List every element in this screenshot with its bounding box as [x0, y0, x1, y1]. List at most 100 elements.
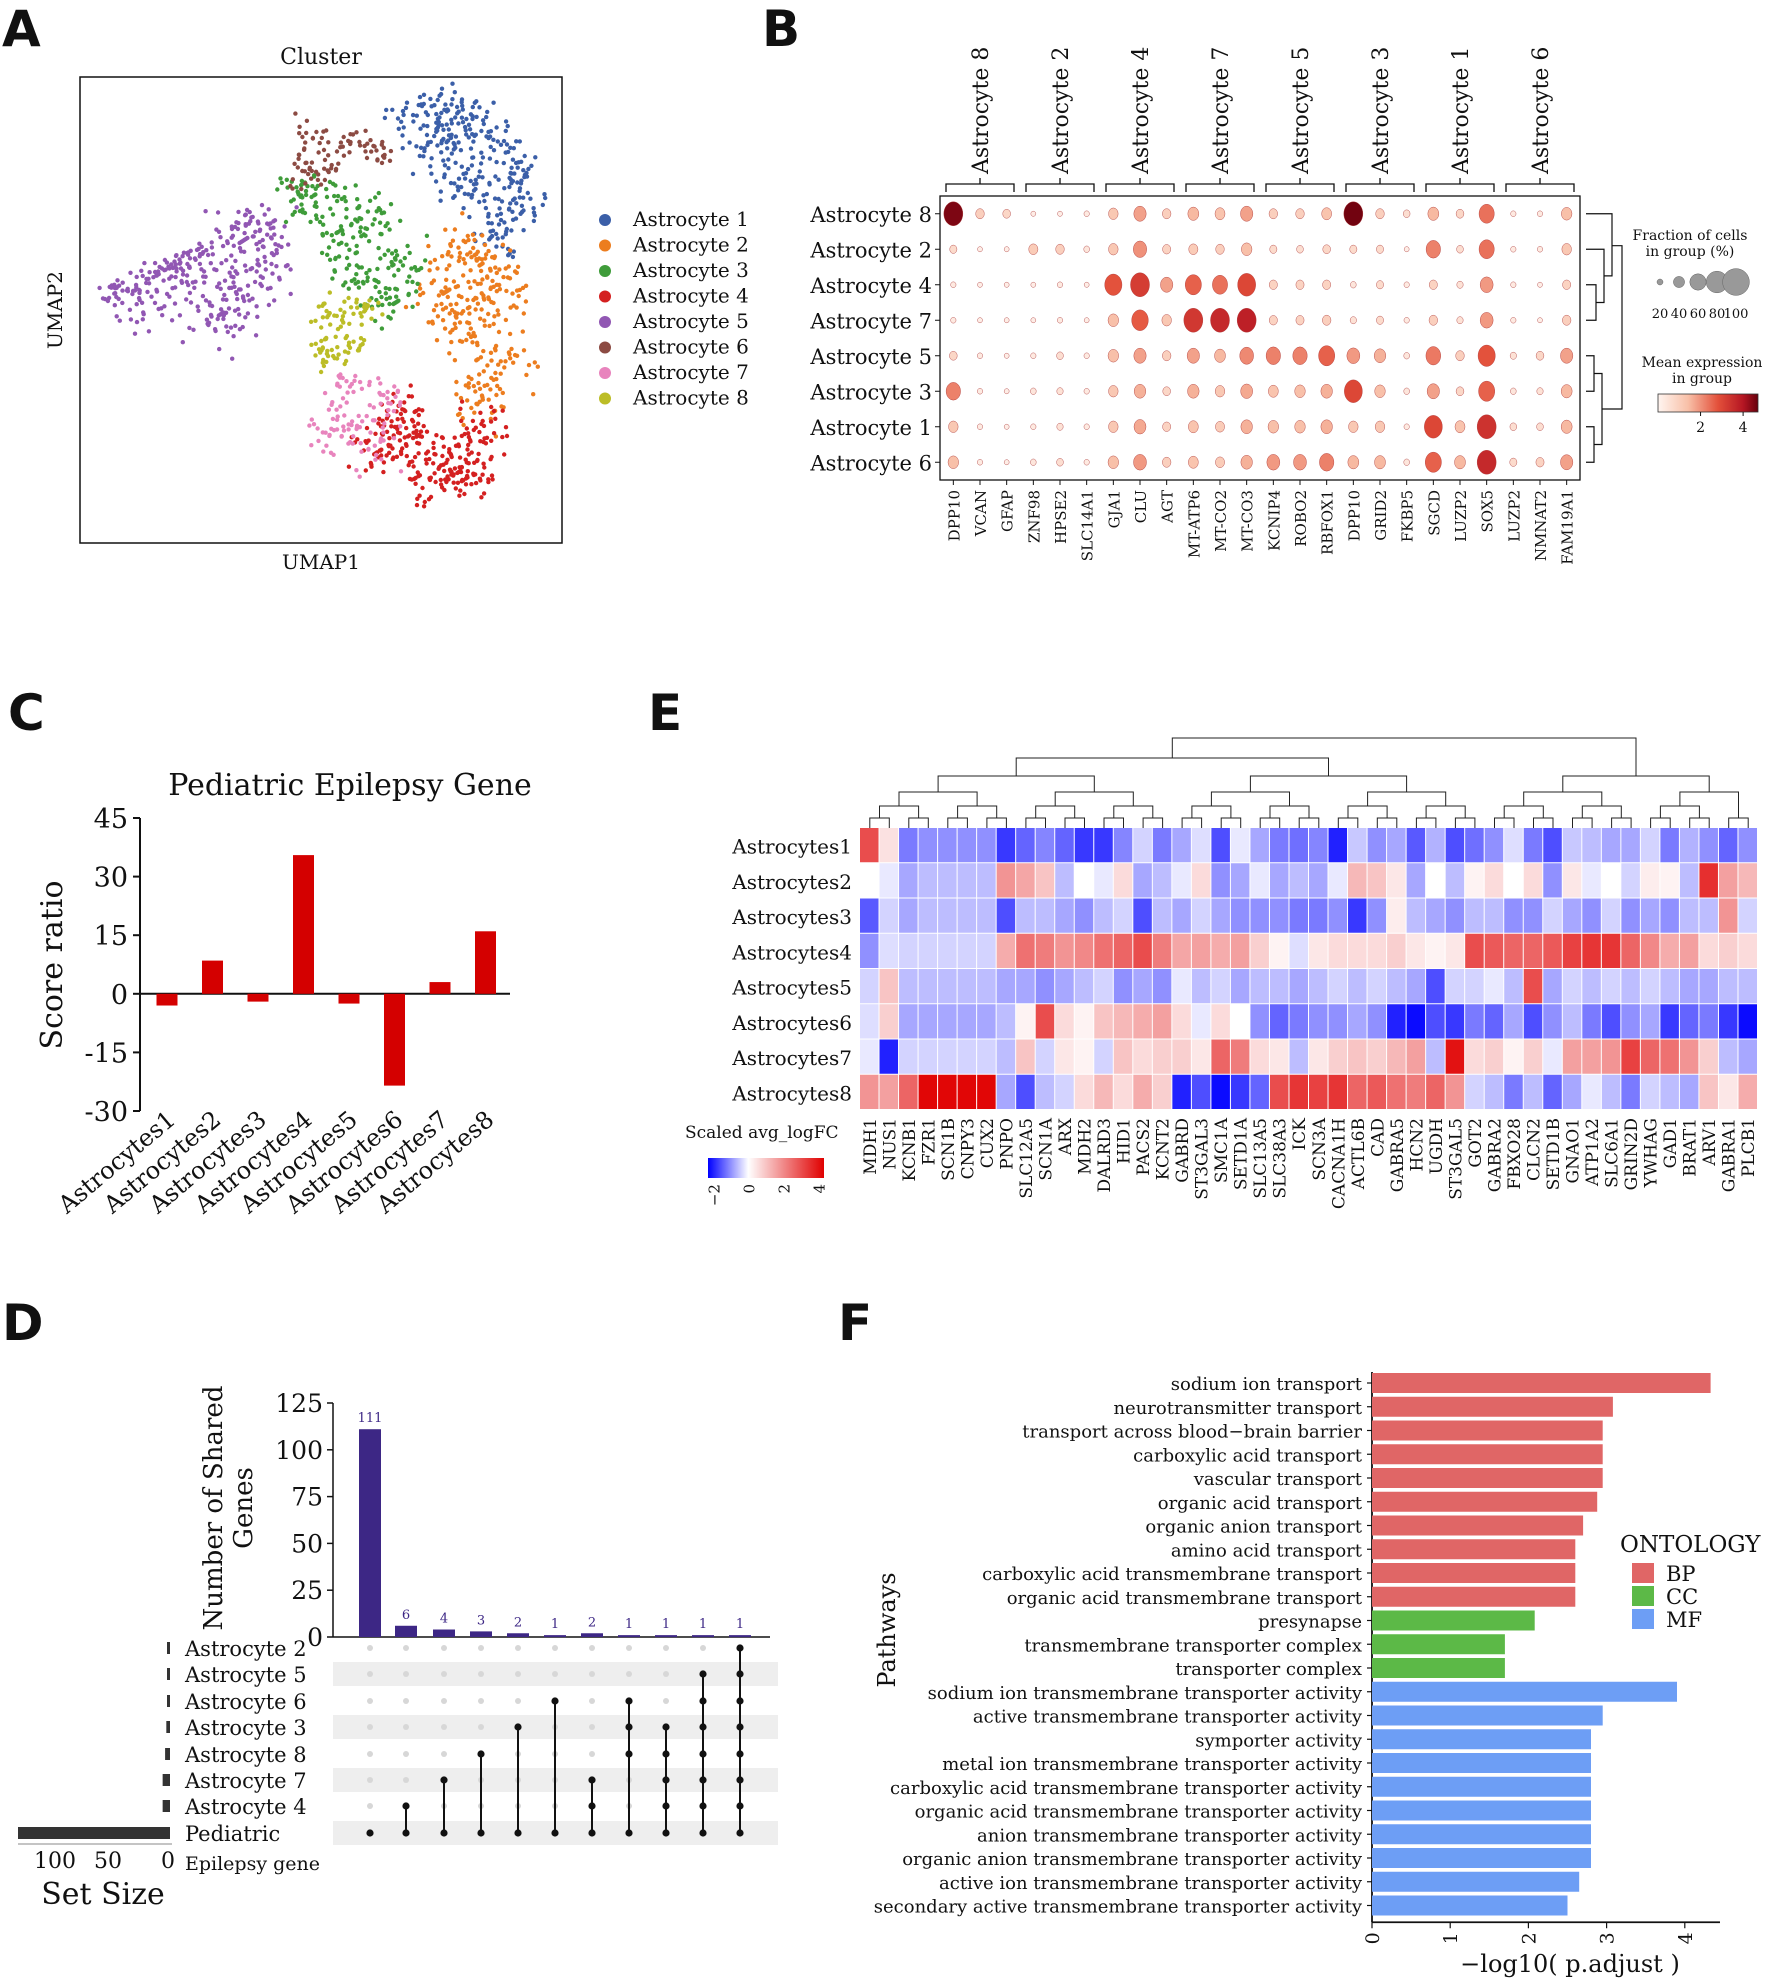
umap-point-1	[521, 208, 526, 213]
umap-point-4	[491, 431, 497, 436]
heatmap-cell	[1309, 898, 1328, 933]
dotplot-dot	[1478, 239, 1495, 259]
umap-point-2	[488, 350, 494, 355]
heatmap-cell	[1309, 828, 1328, 863]
umap-point-1	[400, 146, 405, 151]
dotplot-dot	[1478, 380, 1495, 402]
umap-point-4	[481, 461, 486, 466]
dotplot-dot	[1537, 246, 1543, 253]
upset-bar	[544, 1635, 566, 1638]
umap-point-1	[428, 96, 433, 102]
umap-point-2	[500, 242, 506, 247]
umap-point-3	[299, 193, 304, 198]
umap-point-3	[319, 250, 325, 256]
heatmap-cell	[918, 1004, 938, 1039]
panel-e-heatmap: Astrocytes1Astrocytes2Astrocytes3Astrocy…	[685, 737, 1759, 1209]
heatmap-cell	[1328, 1039, 1348, 1074]
umap-point-3	[308, 219, 313, 225]
umap-point-3	[423, 258, 428, 263]
umap-point-4	[421, 504, 427, 509]
umap-point-5	[115, 278, 120, 283]
dotplot-group-bracket	[1345, 183, 1415, 192]
umap-point-4	[462, 431, 467, 437]
umap-point-5	[172, 301, 178, 306]
pathway-xlabel: −log10( p.adjust )	[1460, 1950, 1680, 1978]
umap-point-5	[279, 234, 284, 240]
dotplot-dot	[1107, 455, 1119, 469]
heatmap-cell	[1562, 969, 1582, 1004]
size-legend-dot	[1673, 276, 1685, 288]
heatmap-col-label: KCNB1	[900, 1118, 920, 1181]
umap-point-4	[490, 477, 495, 482]
barc-bar	[475, 931, 496, 994]
dotplot-dot	[1003, 281, 1010, 288]
dotplot-dot	[1510, 387, 1517, 395]
dotplot-group-label: Astrocyte 2	[1049, 47, 1074, 175]
umap-point-6	[303, 140, 308, 145]
umap-point-1	[421, 92, 427, 98]
umap-point-7	[316, 438, 321, 444]
umap-point-1	[507, 251, 512, 256]
umap-point-4	[482, 436, 487, 441]
dotplot-dot	[1267, 420, 1279, 434]
umap-point-2	[449, 254, 454, 259]
umap-point-5	[203, 298, 209, 303]
umap-point-1	[505, 123, 510, 129]
dotplot-gene-label: MT-ATP6	[1185, 490, 1203, 558]
heatmap-cell	[1582, 898, 1601, 933]
dotplot-group-bracket	[945, 183, 1015, 192]
umap-point-3	[314, 216, 319, 221]
umap-point-1	[401, 125, 406, 130]
umap-point-1	[525, 190, 530, 196]
umap-point-4	[390, 446, 395, 451]
umap-point-3	[320, 214, 325, 219]
umap-point-6	[297, 131, 302, 136]
umap-point-1	[432, 133, 437, 139]
heatmap-cell	[1211, 1074, 1230, 1109]
heatmap-dendrogram	[1025, 817, 1046, 828]
umap-point-1	[460, 120, 466, 125]
umap-point-8	[346, 343, 351, 348]
umap-point-3	[291, 197, 296, 202]
umap-title: Cluster	[280, 45, 362, 70]
dotplot-dot	[1403, 352, 1410, 360]
umap-point-1	[419, 103, 425, 109]
umap-point-3	[410, 279, 415, 285]
heatmap-col-label: CUX2	[978, 1118, 998, 1168]
dotplot-dot	[1083, 317, 1090, 324]
umap-point-4	[406, 463, 411, 468]
umap-point-7	[385, 412, 390, 418]
heatmap-cell	[1230, 1004, 1250, 1039]
heatmap-cell	[1172, 933, 1191, 968]
umap-point-2	[462, 261, 468, 266]
umap-point-4	[458, 468, 463, 474]
umap-point-4	[417, 473, 423, 478]
umap-point-5	[196, 246, 201, 252]
umap-point-1	[465, 166, 471, 172]
umap-point-1	[518, 181, 524, 186]
dotplot-dot	[1056, 458, 1064, 467]
umap-point-1	[438, 189, 443, 194]
umap-point-4	[449, 453, 454, 458]
umap-point-5	[237, 312, 242, 317]
upset-matrix-dot-empty	[589, 1645, 595, 1651]
umap-point-3	[374, 209, 379, 214]
heatmap-col-label: GAD1	[1661, 1118, 1681, 1168]
umap-point-2	[502, 365, 507, 370]
heatmap-cell	[1718, 1074, 1738, 1109]
umap-point-5	[188, 300, 194, 305]
dotplot-group-bracket	[1505, 183, 1575, 192]
heatmap-cell	[1016, 969, 1035, 1004]
umap-point-5	[218, 307, 224, 312]
umap-point-2	[497, 386, 503, 392]
umap-point-2	[441, 290, 446, 295]
umap-point-2	[516, 293, 521, 299]
umap-point-7	[309, 417, 314, 422]
umap-point-1	[514, 201, 519, 206]
umap-point-8	[346, 350, 351, 355]
umap-point-7	[386, 400, 391, 406]
umap-point-8	[324, 359, 329, 365]
heatmap-cell	[1133, 863, 1152, 898]
heatmap-dendrogram	[1503, 805, 1544, 818]
umap-point-3	[386, 265, 391, 271]
